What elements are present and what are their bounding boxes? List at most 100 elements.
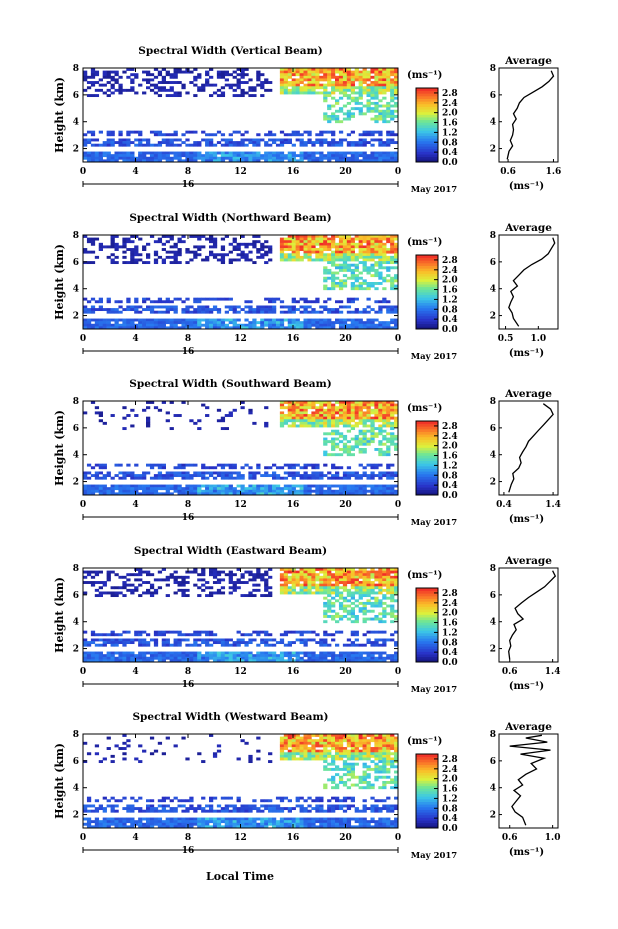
heatmap-cell — [193, 633, 198, 637]
heatmap-cell — [189, 326, 194, 330]
heatmap-cell — [130, 807, 135, 811]
heatmap-cell — [307, 573, 312, 577]
heatmap-cell — [134, 323, 139, 327]
heatmap-cell — [118, 641, 123, 645]
heatmap-cell — [279, 318, 285, 322]
heatmap-cell — [311, 474, 316, 478]
date-marker: 16 — [182, 180, 195, 190]
heatmap-cell — [390, 326, 395, 330]
heatmap-cell — [279, 237, 285, 241]
heatmap-cell — [220, 94, 226, 98]
heatmap-cell — [134, 248, 139, 251]
heatmap-cell — [98, 489, 103, 493]
heatmap-cell — [311, 476, 316, 480]
heatmap-cell — [228, 463, 233, 467]
heatmap-cell — [252, 94, 257, 98]
heatmap-cell — [295, 253, 300, 257]
heatmap-cell — [362, 471, 367, 475]
heatmap-cell — [102, 245, 107, 249]
heatmap-cell — [390, 156, 395, 160]
heatmap-cell — [366, 240, 371, 244]
heatmap-cell — [240, 401, 245, 404]
heatmap-cell — [338, 68, 344, 71]
heatmap-cell — [134, 822, 139, 826]
heatmap-cell — [331, 573, 336, 577]
heatmap-cell — [114, 591, 119, 595]
heatmap-cell — [90, 570, 96, 574]
heatmap-cell — [374, 138, 379, 142]
heatmap-cell — [315, 151, 320, 155]
heatmap-cell — [374, 641, 379, 645]
heatmap-cell — [165, 133, 170, 137]
heatmap-cell — [153, 633, 159, 637]
heatmap-cell — [118, 91, 123, 95]
heatmap-cell — [291, 326, 296, 330]
heatmap-cell — [212, 321, 218, 325]
heatmap-cell — [177, 583, 182, 587]
heatmap-cell — [331, 263, 336, 267]
heatmap-cell — [114, 326, 119, 330]
heatmap-cell — [362, 258, 367, 262]
panel-title: Spectral Width (Northward Beam) — [129, 212, 331, 224]
heatmap-cell — [307, 138, 312, 142]
heatmap-cell — [350, 112, 355, 116]
heatmap-cell — [90, 83, 96, 87]
heatmap-cell — [331, 151, 336, 155]
heatmap-cell — [390, 96, 395, 100]
heatmap-cell — [260, 326, 265, 330]
heatmap-cell — [212, 568, 218, 571]
average-y-tick-label: 6 — [490, 424, 496, 434]
heatmap-cell — [374, 434, 379, 438]
heatmap-cell — [390, 154, 395, 158]
heatmap-cell — [378, 630, 383, 634]
heatmap-cell — [236, 318, 241, 322]
colorbar-swatch — [416, 595, 438, 599]
heatmap-cell — [315, 474, 320, 478]
heatmap-cell — [299, 403, 304, 407]
heatmap-cell — [161, 258, 166, 262]
heatmap-cell — [118, 75, 123, 79]
heatmap-cell — [130, 822, 135, 826]
heatmap-cell — [260, 489, 265, 493]
heatmap-cell — [236, 323, 241, 327]
heatmap-cell — [224, 141, 229, 145]
heatmap-cell — [350, 250, 355, 254]
heatmap-cell — [98, 591, 103, 595]
heatmap-cell — [146, 651, 151, 655]
heatmap-cell — [338, 570, 344, 574]
heatmap-cell — [358, 78, 363, 82]
heatmap-cell — [382, 83, 387, 87]
heatmap-cell — [86, 323, 92, 327]
heatmap-cell — [366, 474, 371, 478]
heatmap-cell — [338, 476, 344, 480]
heatmap-cell — [161, 305, 166, 309]
x-tick-label: 0 — [395, 500, 401, 510]
heatmap-cell — [394, 489, 399, 493]
heatmap-cell — [106, 321, 111, 325]
heatmap-cell — [354, 235, 359, 238]
colorbar-swatch — [416, 463, 438, 467]
heatmap-cell — [386, 138, 391, 142]
heatmap-cell — [287, 138, 292, 142]
heatmap-cell — [283, 484, 289, 488]
heatmap-cell — [370, 86, 375, 90]
heatmap-cell — [366, 326, 371, 330]
heatmap-cell — [315, 81, 320, 84]
heatmap-cell — [386, 120, 391, 124]
heatmap-cell — [161, 154, 166, 158]
heatmap-cell — [138, 474, 143, 478]
heatmap-cell — [287, 588, 292, 592]
heatmap-cell — [86, 643, 92, 647]
heatmap-cell — [236, 159, 241, 163]
heatmap-cell — [350, 453, 355, 457]
average-y-tick-label: 4 — [490, 451, 496, 461]
heatmap-cell — [106, 659, 111, 663]
heatmap-cell — [86, 752, 92, 756]
heatmap-cell — [94, 300, 100, 304]
heatmap-cell — [153, 321, 159, 325]
heatmap-cell — [378, 266, 383, 270]
heatmap-cell — [189, 258, 194, 262]
x-tick-label: 4 — [132, 500, 138, 510]
heatmap-cell — [390, 141, 395, 145]
heatmap-cell — [98, 308, 103, 312]
